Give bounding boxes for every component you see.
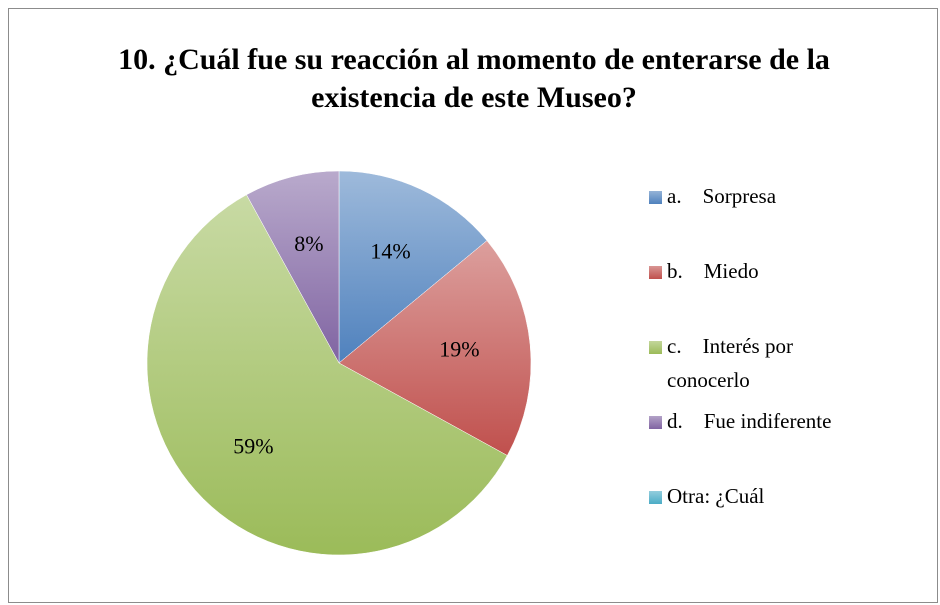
legend-swatch xyxy=(649,191,662,204)
pie-slice xyxy=(246,170,340,364)
pie-slice xyxy=(146,194,508,556)
legend-item: b. Miedo xyxy=(647,254,937,329)
legend-swatch xyxy=(649,416,662,429)
legend: a. Sorpresa b. Miedo c. Interés por conoce… xyxy=(647,179,937,554)
legend-item: d. Fue indiferente xyxy=(647,404,937,479)
legend-item: Otra: ¿Cuál xyxy=(647,479,937,554)
legend-swatch xyxy=(649,341,662,354)
chart: 10. ¿Cuál fue su reacción al momento de … xyxy=(8,8,938,603)
legend-item: c. Interés por conocerlo xyxy=(647,329,857,404)
data-label: 19% xyxy=(439,337,479,362)
chart-title: 10. ¿Cuál fue su reacción al momento de … xyxy=(118,43,830,114)
pie: 14% 19% 59% 8% xyxy=(146,170,532,556)
legend-item: a. Sorpresa xyxy=(647,179,937,254)
legend-label: d. Fue indiferente xyxy=(667,409,832,433)
legend-label: Otra: ¿Cuál xyxy=(667,484,765,508)
legend-label: b. Miedo xyxy=(667,259,759,283)
legend-label: c. Interés por conocerlo xyxy=(667,334,799,392)
legend-label: a. Sorpresa xyxy=(667,184,777,208)
pie-slice xyxy=(338,170,488,364)
data-label: 59% xyxy=(233,434,273,459)
legend-swatch xyxy=(649,266,662,279)
legend-swatch xyxy=(649,491,662,504)
data-label: 8% xyxy=(294,231,323,256)
pie-slice xyxy=(338,240,532,456)
data-label: 14% xyxy=(370,239,410,264)
